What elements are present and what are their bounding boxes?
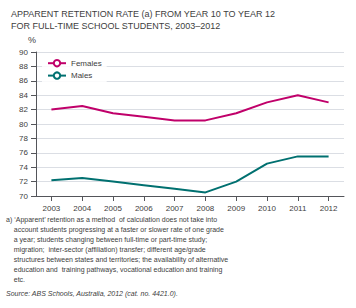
svg-text:2009: 2009 — [227, 204, 245, 213]
svg-text:migration; inter-sector (affi: migration; inter-sector (affiliation) tr… — [6, 246, 206, 254]
svg-text:84: 84 — [19, 91, 28, 100]
svg-text:account students progressing a: account students progressing at a faster… — [6, 226, 224, 234]
svg-text:78: 78 — [19, 134, 28, 143]
svg-text:2005: 2005 — [104, 204, 122, 213]
svg-text:76: 76 — [19, 148, 28, 157]
svg-text:FOR FULL-TIME SCHOOL STUDENTS,: FOR FULL-TIME SCHOOL STUDENTS, 2003–2012 — [11, 21, 220, 31]
svg-text:%: % — [28, 35, 36, 45]
svg-text:Source: ABS Schools, Australia: Source: ABS Schools, Australia, 2012 (ca… — [6, 290, 178, 298]
svg-text:2004: 2004 — [73, 204, 91, 213]
svg-text:2003: 2003 — [43, 204, 61, 213]
svg-text:74: 74 — [19, 163, 28, 172]
svg-text:82: 82 — [19, 105, 28, 114]
svg-text:etc.: etc. — [6, 276, 25, 283]
svg-text:2011: 2011 — [289, 204, 307, 213]
svg-text:a) ‘Apparent’ retention as a m: a) ‘Apparent’ retention as a method of c… — [6, 216, 217, 224]
svg-text:2008: 2008 — [197, 204, 215, 213]
svg-text:APPARENT RETENTION RATE (a) FR: APPARENT RETENTION RATE (a) FROM YEAR 10… — [11, 9, 275, 19]
svg-text:90: 90 — [19, 48, 28, 57]
svg-text:86: 86 — [19, 76, 28, 85]
svg-text:2007: 2007 — [166, 204, 184, 213]
svg-text:Females: Females — [71, 59, 102, 68]
svg-text:education and training pathwa: education and training pathways, vocatio… — [6, 266, 222, 274]
svg-text:88: 88 — [19, 62, 28, 71]
svg-text:2010: 2010 — [258, 204, 276, 213]
svg-text:structures between states and: structures between states and territorie… — [6, 256, 228, 264]
svg-text:80: 80 — [19, 120, 28, 129]
svg-text:a year; students changing betw: a year; students changing between full-t… — [6, 236, 207, 244]
svg-text:2006: 2006 — [135, 204, 153, 213]
svg-text:70: 70 — [19, 192, 28, 201]
svg-text:2012: 2012 — [320, 204, 338, 213]
svg-text:72: 72 — [19, 177, 28, 186]
svg-text:Males: Males — [71, 71, 92, 80]
